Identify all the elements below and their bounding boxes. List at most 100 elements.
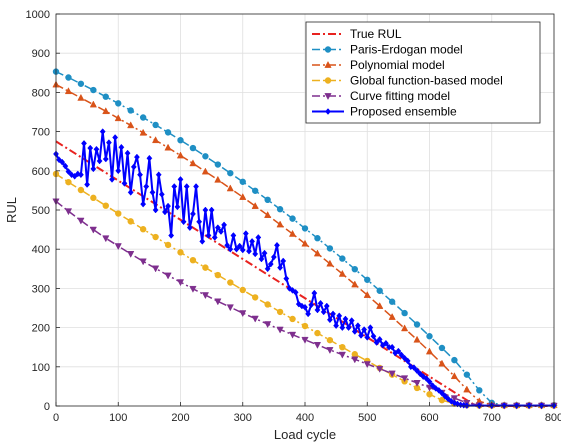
data-point — [202, 264, 209, 271]
data-point — [89, 226, 97, 234]
data-point — [115, 167, 122, 175]
data-point — [140, 200, 147, 208]
data-point — [65, 74, 72, 81]
data-point — [289, 286, 296, 294]
data-point — [64, 208, 73, 216]
data-point — [143, 183, 150, 190]
data-point — [127, 121, 135, 129]
data-point — [152, 206, 159, 214]
data-point — [65, 178, 72, 186]
data-point — [77, 171, 84, 179]
legend-label: Global function-based model — [350, 74, 503, 88]
data-point — [218, 228, 224, 235]
legend-item: Curve fitting model — [312, 89, 450, 103]
legend-box — [305, 21, 541, 124]
data-point — [130, 163, 137, 171]
legend-marker — [325, 108, 331, 115]
x-tick-label: 300 — [234, 412, 252, 424]
data-point — [114, 243, 122, 251]
data-point — [102, 202, 110, 209]
data-point — [224, 241, 231, 249]
data-point — [438, 359, 446, 367]
data-point — [230, 232, 237, 239]
data-point — [429, 382, 436, 389]
data-point — [114, 114, 122, 122]
data-point — [183, 183, 190, 190]
data-point — [338, 269, 346, 277]
data-point — [308, 301, 315, 309]
data-point — [176, 151, 185, 159]
data-point — [376, 365, 384, 373]
data-point — [339, 344, 346, 351]
data-point — [239, 246, 246, 254]
data-point — [90, 165, 97, 173]
data-point — [400, 375, 409, 383]
data-point — [202, 206, 209, 214]
data-point — [189, 256, 197, 264]
data-point — [413, 335, 421, 343]
legend-item: True RUL — [312, 27, 402, 41]
data-point — [64, 87, 73, 95]
data-point — [102, 107, 110, 115]
data-point — [288, 229, 297, 237]
data-point — [99, 128, 106, 135]
data-point — [264, 265, 271, 273]
data-point — [202, 153, 209, 160]
axis-ticks: 0 100 200 300 400 500 600 700 800 0 100 200 300 400 50… — [26, 9, 561, 424]
data-point — [62, 162, 69, 170]
data-point — [451, 356, 458, 364]
x-tick-label: 0 — [53, 412, 59, 424]
data-point — [401, 309, 408, 317]
data-point — [317, 299, 324, 307]
data-point — [445, 395, 452, 403]
data-point — [252, 294, 259, 301]
data-point — [137, 171, 143, 179]
data-point — [201, 167, 210, 175]
data-point — [227, 279, 234, 286]
data-point — [164, 272, 172, 280]
data-point — [186, 224, 193, 232]
series-5 — [53, 128, 557, 409]
data-point — [413, 380, 421, 387]
data-point — [90, 86, 97, 94]
data-point — [323, 302, 330, 310]
data-point — [233, 245, 240, 253]
data-point — [102, 155, 109, 163]
data-point — [439, 389, 445, 397]
data-point — [363, 361, 371, 369]
data-point — [339, 255, 346, 262]
data-point — [336, 312, 343, 320]
data-point — [351, 280, 359, 288]
data-point — [252, 187, 259, 194]
data-point — [239, 286, 246, 294]
data-point — [414, 367, 420, 375]
data-point — [314, 329, 321, 337]
data-point — [65, 168, 72, 175]
data-point — [102, 93, 110, 100]
data-point — [77, 80, 85, 87]
data-point — [226, 304, 234, 312]
data-point — [102, 235, 110, 243]
data-point — [398, 351, 405, 359]
data-point — [124, 149, 131, 157]
data-point — [313, 341, 322, 349]
x-tick-label: 700 — [483, 412, 501, 424]
legend-item: Global function-based model — [312, 74, 503, 88]
data-point — [112, 134, 119, 141]
data-point — [395, 347, 402, 355]
data-point — [264, 196, 271, 204]
legend-label: Proposed ensemble — [350, 105, 457, 119]
data-point — [450, 395, 459, 403]
data-point — [423, 375, 430, 382]
data-point — [190, 210, 196, 218]
y-tick-label: 400 — [32, 244, 50, 256]
data-point — [211, 234, 218, 241]
data-point — [301, 322, 309, 330]
data-point — [358, 332, 364, 339]
data-point — [127, 107, 134, 114]
data-point — [84, 181, 91, 188]
data-point — [109, 176, 115, 183]
data-point — [171, 183, 178, 190]
data-point — [463, 371, 471, 378]
